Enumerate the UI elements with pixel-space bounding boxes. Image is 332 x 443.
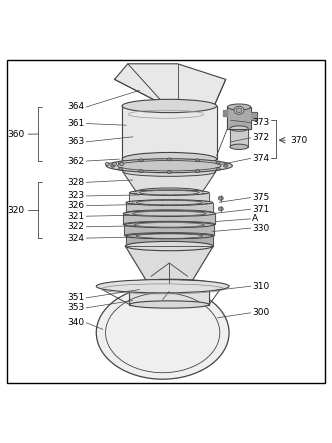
Text: 326: 326 <box>67 201 85 210</box>
Ellipse shape <box>96 286 229 379</box>
Text: 351: 351 <box>67 293 85 303</box>
Text: 363: 363 <box>67 137 85 146</box>
Ellipse shape <box>148 280 191 286</box>
Text: 361: 361 <box>67 119 85 128</box>
Text: 364: 364 <box>67 102 85 112</box>
Ellipse shape <box>224 164 228 167</box>
Ellipse shape <box>236 108 242 113</box>
Ellipse shape <box>139 190 199 195</box>
Ellipse shape <box>129 279 209 287</box>
Text: 372: 372 <box>252 133 270 142</box>
Ellipse shape <box>124 233 214 238</box>
Polygon shape <box>115 64 226 106</box>
Text: 370: 370 <box>290 136 308 145</box>
Text: 360: 360 <box>8 130 25 139</box>
Ellipse shape <box>122 99 216 113</box>
Ellipse shape <box>230 144 248 149</box>
Polygon shape <box>125 246 213 283</box>
Text: 310: 310 <box>252 282 270 291</box>
Text: 324: 324 <box>68 233 85 243</box>
Ellipse shape <box>139 170 143 173</box>
Polygon shape <box>129 283 209 304</box>
Ellipse shape <box>106 159 232 173</box>
Ellipse shape <box>167 158 171 161</box>
Ellipse shape <box>129 200 209 205</box>
Ellipse shape <box>134 222 204 227</box>
Ellipse shape <box>123 210 215 217</box>
Polygon shape <box>123 172 216 192</box>
Ellipse shape <box>129 190 209 195</box>
Ellipse shape <box>218 196 223 200</box>
Ellipse shape <box>126 233 213 239</box>
Text: 340: 340 <box>67 318 85 327</box>
Polygon shape <box>129 193 209 202</box>
Ellipse shape <box>96 280 229 293</box>
Ellipse shape <box>136 188 203 195</box>
Text: 375: 375 <box>252 193 270 202</box>
Ellipse shape <box>118 160 221 171</box>
Ellipse shape <box>218 207 223 211</box>
Polygon shape <box>251 112 257 120</box>
Ellipse shape <box>126 200 213 205</box>
Text: 320: 320 <box>8 206 25 215</box>
Text: 353: 353 <box>67 303 85 312</box>
Ellipse shape <box>118 167 123 171</box>
Polygon shape <box>126 202 213 213</box>
Ellipse shape <box>126 243 213 249</box>
Ellipse shape <box>136 234 203 238</box>
Polygon shape <box>223 109 227 116</box>
Ellipse shape <box>216 161 220 164</box>
Ellipse shape <box>122 152 216 166</box>
Ellipse shape <box>120 163 124 166</box>
Ellipse shape <box>123 167 216 176</box>
Ellipse shape <box>195 159 200 162</box>
Ellipse shape <box>167 171 171 174</box>
Polygon shape <box>124 225 214 235</box>
Ellipse shape <box>123 221 215 227</box>
Ellipse shape <box>195 170 200 173</box>
Ellipse shape <box>105 163 109 166</box>
Ellipse shape <box>216 167 220 171</box>
Ellipse shape <box>111 164 115 167</box>
Ellipse shape <box>124 222 214 228</box>
Text: A: A <box>252 214 258 223</box>
Text: 328: 328 <box>67 178 85 187</box>
Text: 300: 300 <box>252 308 270 317</box>
Text: 373: 373 <box>252 118 270 127</box>
Ellipse shape <box>118 161 123 164</box>
Ellipse shape <box>230 126 248 131</box>
Ellipse shape <box>227 104 251 110</box>
Ellipse shape <box>139 159 143 162</box>
Polygon shape <box>123 214 215 224</box>
Polygon shape <box>122 106 216 159</box>
Polygon shape <box>126 236 213 246</box>
Ellipse shape <box>234 106 244 114</box>
Text: 322: 322 <box>68 222 85 231</box>
Text: 330: 330 <box>252 224 270 233</box>
Ellipse shape <box>126 210 213 215</box>
Ellipse shape <box>113 163 117 166</box>
Ellipse shape <box>125 241 213 251</box>
Text: 374: 374 <box>252 154 270 163</box>
Ellipse shape <box>133 211 206 216</box>
Polygon shape <box>230 128 248 147</box>
Text: 371: 371 <box>252 205 270 214</box>
Text: 321: 321 <box>67 212 85 221</box>
Text: 323: 323 <box>67 191 85 200</box>
Ellipse shape <box>136 200 203 205</box>
Polygon shape <box>227 107 251 128</box>
Text: 362: 362 <box>67 156 85 166</box>
Ellipse shape <box>129 301 209 308</box>
